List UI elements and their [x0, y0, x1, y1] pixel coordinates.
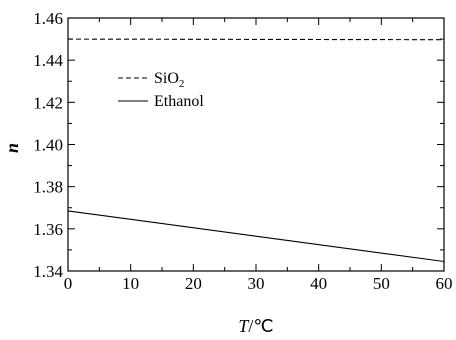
y-tick-label: 1.40: [33, 136, 63, 155]
legend: SiO2 Ethanol: [118, 70, 204, 110]
y-tick-label: 1.46: [33, 9, 63, 28]
legend-label-subscript: 2: [179, 78, 185, 90]
legend-label: Ethanol: [154, 93, 204, 110]
x-axis-title-unit: /℃: [248, 316, 273, 336]
x-tick-label: 60: [436, 274, 453, 293]
x-tick-label: 20: [185, 274, 202, 293]
axis-tick-labels: 0 10 20 30 40 50 60 1.34 1.36 1.38 1.40 1.42 1.44 1.4…: [33, 9, 452, 293]
y-tick-label: 1.42: [33, 93, 63, 112]
x-axis-title-var: T: [238, 316, 250, 336]
legend-label-main: Ethanol: [154, 93, 204, 110]
x-tick-label: 10: [122, 274, 139, 293]
x-tick-label: 40: [310, 274, 327, 293]
x-tick-label: 30: [248, 274, 265, 293]
series-lines: [67, 38, 445, 263]
x-axis-title: T/℃: [238, 316, 273, 336]
series-line-ethanol: [67, 210, 445, 263]
y-tick-label: 1.34: [33, 262, 63, 281]
y-tick-label: 1.44: [33, 51, 63, 70]
y-tick-label: 1.38: [33, 178, 63, 197]
legend-label: SiO2: [154, 70, 184, 90]
y-axis-title: n: [2, 143, 22, 153]
plot-frame: [67, 17, 445, 272]
x-tick-label: 50: [373, 274, 390, 293]
axis-ticks: [67, 17, 445, 272]
series-line-sio: [67, 38, 445, 41]
y-tick-label: 1.36: [33, 220, 63, 239]
x-tick-label: 0: [64, 274, 73, 293]
legend-label-main: SiO: [154, 70, 179, 87]
